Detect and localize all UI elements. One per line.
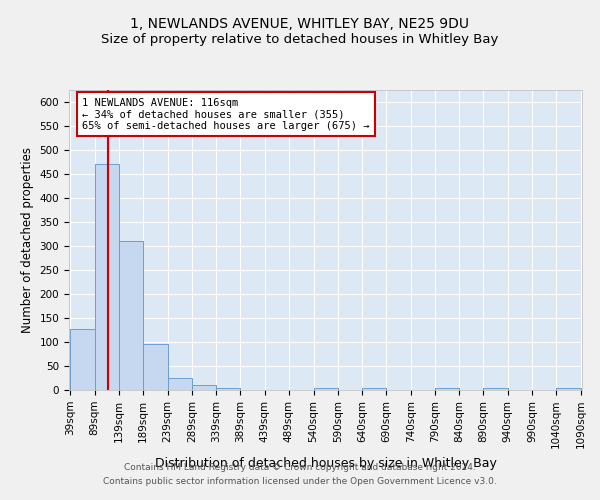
- Bar: [70, 328, 95, 390]
- Bar: [192, 385, 216, 390]
- Bar: [143, 344, 167, 390]
- Bar: [362, 388, 386, 390]
- Bar: [484, 388, 508, 390]
- Bar: [556, 388, 581, 390]
- Text: Size of property relative to detached houses in Whitley Bay: Size of property relative to detached ho…: [101, 32, 499, 46]
- Bar: [314, 388, 338, 390]
- X-axis label: Distribution of detached houses by size in Whitley Bay: Distribution of detached houses by size …: [155, 456, 496, 469]
- Y-axis label: Number of detached properties: Number of detached properties: [21, 147, 34, 333]
- Text: Contains HM Land Registry data © Crown copyright and database right 2024.: Contains HM Land Registry data © Crown c…: [124, 464, 476, 472]
- Bar: [167, 378, 192, 390]
- Text: 1 NEWLANDS AVENUE: 116sqm
← 34% of detached houses are smaller (355)
65% of semi: 1 NEWLANDS AVENUE: 116sqm ← 34% of detac…: [82, 98, 370, 130]
- Text: Contains public sector information licensed under the Open Government Licence v3: Contains public sector information licen…: [103, 477, 497, 486]
- Bar: [95, 164, 119, 390]
- Bar: [119, 241, 143, 390]
- Text: 1, NEWLANDS AVENUE, WHITLEY BAY, NE25 9DU: 1, NEWLANDS AVENUE, WHITLEY BAY, NE25 9D…: [131, 18, 470, 32]
- Bar: [216, 388, 241, 390]
- Bar: [435, 388, 459, 390]
